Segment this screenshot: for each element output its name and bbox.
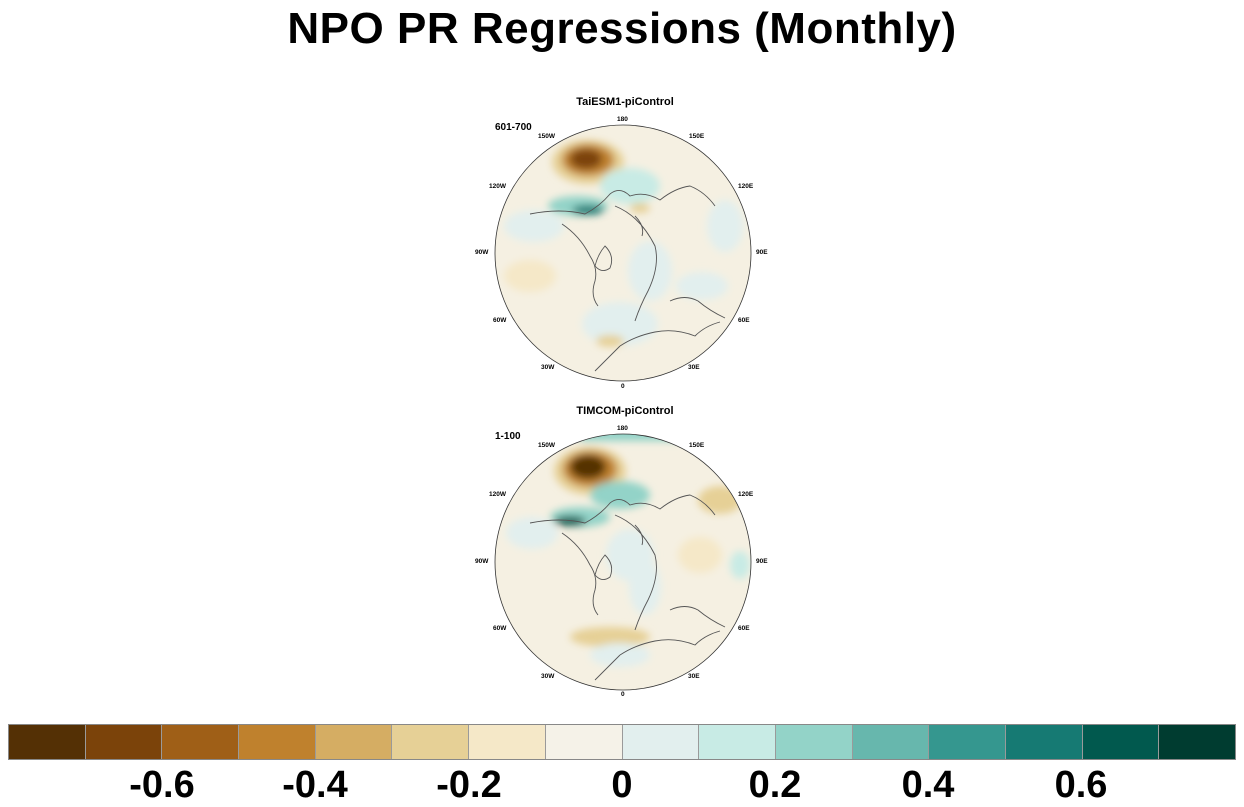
map-panel-taiesm1: TaiESM1-piControl 601-700 — [470, 96, 780, 396]
panel-title: TIMCOM-piControl — [576, 405, 674, 417]
colorbar-tick-label: 0.4 — [901, 764, 955, 806]
colorbar-swatch — [1082, 725, 1160, 759]
coastlines — [529, 185, 726, 372]
lon-label: 30E — [688, 673, 700, 680]
colorbar-swatch — [622, 725, 700, 759]
colorbar-tick-label: 0 — [611, 764, 633, 806]
lon-label: 150W — [538, 133, 555, 140]
colorbar-tick-label: -0.6 — [129, 764, 195, 806]
colorbar — [8, 724, 1236, 760]
lon-label: 90W — [475, 558, 489, 565]
colorbar-tick-label: 0.6 — [1054, 764, 1108, 806]
colorbar-swatch — [775, 725, 853, 759]
map-border — [494, 124, 752, 382]
colorbar-swatch — [1005, 725, 1083, 759]
colorbar-swatch — [85, 725, 163, 759]
lon-label: 150E — [689, 133, 705, 140]
colorbar-swatch — [1159, 725, 1235, 759]
colorbar-swatch — [699, 725, 776, 759]
lon-label: 60E — [738, 625, 750, 632]
lon-label: 0 — [621, 691, 625, 698]
lon-label: 90E — [756, 558, 768, 565]
lon-label: 120E — [738, 491, 754, 498]
lon-label: 180 — [617, 116, 628, 123]
colorbar-swatch — [392, 725, 470, 759]
period-label: 1-100 — [495, 431, 521, 442]
lon-label: 90W — [475, 249, 489, 256]
lon-label: 120E — [738, 183, 754, 190]
anomaly-field — [506, 434, 750, 667]
polar-map — [494, 433, 752, 691]
colorbar-swatch — [545, 725, 623, 759]
anomaly-field — [504, 140, 743, 347]
period-label: 601-700 — [495, 122, 532, 133]
lon-label: 120W — [489, 183, 506, 190]
colorbar-tick-label: -0.4 — [282, 764, 348, 806]
map-background — [495, 125, 751, 381]
lon-label: 180 — [617, 425, 628, 432]
lon-label: 60W — [493, 625, 507, 632]
colorbar-swatch — [162, 725, 240, 759]
lon-label: 60E — [738, 317, 750, 324]
lon-label: 30E — [688, 364, 700, 371]
coastlines — [529, 494, 726, 681]
colorbar-swatch — [469, 725, 546, 759]
lon-label: 0 — [621, 383, 625, 390]
lon-label: 60W — [493, 317, 507, 324]
map-border — [494, 433, 752, 691]
polar-map — [494, 124, 752, 382]
lon-label: 120W — [489, 491, 506, 498]
lon-label: 150W — [538, 442, 555, 449]
colorbar-swatch — [315, 725, 393, 759]
colorbar-tick-label: -0.2 — [436, 764, 502, 806]
lon-label: 30W — [541, 673, 555, 680]
colorbar-swatch — [9, 725, 86, 759]
lon-label: 30W — [541, 364, 555, 371]
panel-title: TaiESM1-piControl — [576, 96, 674, 108]
lon-label: 90E — [756, 249, 768, 256]
colorbar-tick-label: 0.2 — [748, 764, 802, 806]
colorbar-swatch — [929, 725, 1006, 759]
figure-title: NPO PR Regressions (Monthly) — [287, 4, 957, 53]
colorbar-swatch — [239, 725, 316, 759]
lon-label: 150E — [689, 442, 705, 449]
map-panel-timcom: TIMCOM-piControl 1-100 — [470, 405, 780, 705]
colorbar-swatch — [852, 725, 930, 759]
